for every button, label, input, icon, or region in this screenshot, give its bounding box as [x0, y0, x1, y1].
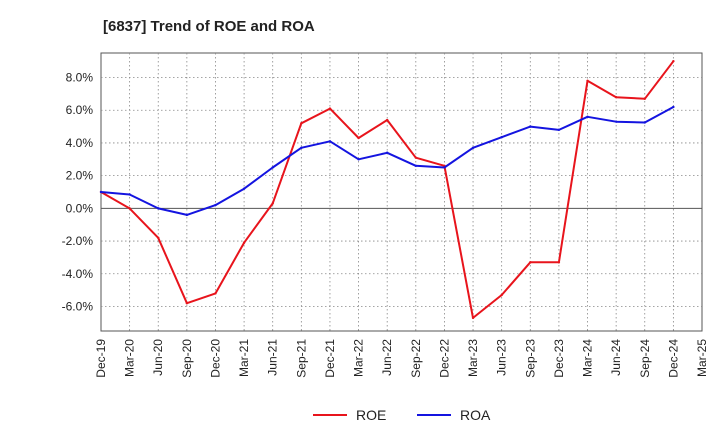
data-point-roe — [672, 59, 675, 63]
x-tick-label: Dec-23 — [552, 339, 566, 378]
data-point-roe — [128, 207, 131, 210]
x-tick-label: Dec-21 — [323, 339, 337, 378]
data-point-roa — [99, 190, 103, 194]
data-point-roa — [385, 151, 389, 154]
data-point-roe — [328, 107, 332, 110]
x-tick-label: Dec-19 — [94, 339, 108, 378]
data-point-roe — [385, 118, 389, 122]
y-tick-label: 0.0% — [66, 201, 94, 215]
x-tick-label: Jun-21 — [266, 339, 280, 376]
x-axis: Dec-19 Mar-20 Jun-20 Sep-20 Dec-20 Mar-21 Jun-… — [94, 339, 709, 378]
data-point-roa — [185, 213, 189, 217]
data-point-roe — [300, 122, 303, 125]
data-point-roa — [328, 140, 332, 143]
data-point-roa — [643, 121, 646, 124]
data-point-roa — [414, 164, 418, 168]
data-point-roa — [157, 207, 160, 210]
data-point-roa — [500, 136, 503, 139]
x-tick-label: Sep-21 — [294, 339, 308, 378]
plot-area — [100, 52, 703, 332]
series-layer — [99, 59, 675, 320]
grid-lines — [101, 53, 702, 331]
x-tick-label: Jun-24 — [609, 339, 623, 376]
y-tick-label: 6.0% — [66, 103, 94, 117]
x-tick-label: Mar-24 — [581, 339, 595, 377]
data-point-roa — [357, 158, 360, 161]
x-tick-label: Mar-23 — [466, 339, 480, 377]
y-tick-label: 8.0% — [66, 71, 94, 85]
legend-label-roe: ROE — [356, 407, 386, 423]
y-axis: -6.0% -4.0% -2.0% 0.0% 2.0% 4.0% 6.0% 8.0% — [62, 71, 94, 314]
data-point-roe — [614, 95, 618, 99]
data-point-roe — [214, 292, 217, 295]
data-point-roa — [242, 187, 246, 190]
legend: ROE ROA — [313, 407, 491, 423]
x-tick-label: Sep-20 — [180, 339, 194, 378]
x-tick-label: Sep-22 — [409, 339, 423, 378]
data-point-roa — [214, 203, 217, 207]
data-point-roa — [586, 115, 589, 118]
data-point-roa — [672, 105, 675, 109]
y-tick-label: -6.0% — [62, 299, 94, 313]
data-point-roe — [529, 261, 532, 264]
data-point-roe — [557, 261, 561, 264]
data-point-roa — [529, 125, 532, 128]
data-point-roa — [128, 193, 131, 196]
data-point-roe — [586, 79, 589, 83]
y-tick-label: -2.0% — [62, 234, 94, 248]
data-point-roe — [157, 236, 160, 239]
data-point-roe — [185, 302, 189, 305]
y-tick-label: 2.0% — [66, 169, 94, 183]
x-tick-label: Jun-22 — [380, 339, 394, 376]
data-point-roe — [271, 202, 274, 205]
legend-label-roa: ROA — [460, 407, 491, 423]
data-point-roa — [614, 120, 618, 123]
x-tick-label: Sep-24 — [638, 339, 652, 378]
data-point-roa — [443, 166, 446, 169]
data-point-roa — [271, 166, 274, 169]
data-point-roe — [414, 156, 418, 159]
y-tick-label: 4.0% — [66, 136, 94, 150]
x-tick-label: Mar-21 — [237, 339, 251, 377]
data-point-roe — [500, 293, 503, 297]
x-tick-label: Jun-23 — [495, 339, 509, 376]
data-point-roa — [471, 146, 475, 150]
data-point-roe — [242, 241, 246, 244]
x-tick-label: Dec-20 — [208, 339, 222, 378]
x-tick-label: Jun-20 — [151, 339, 165, 376]
x-tick-label: Dec-24 — [666, 339, 680, 378]
x-tick-label: Mar-22 — [352, 339, 366, 377]
x-tick-label: Mar-25 — [695, 339, 709, 377]
data-point-roa — [300, 146, 303, 150]
data-point-roe — [357, 136, 360, 140]
x-tick-label: Sep-23 — [523, 339, 537, 378]
x-tick-label: Mar-20 — [123, 339, 137, 377]
y-tick-label: -4.0% — [62, 267, 94, 281]
chart-title: [6837] Trend of ROE and ROA — [103, 18, 315, 35]
data-point-roa — [557, 128, 561, 132]
x-tick-label: Dec-22 — [437, 339, 451, 378]
plot-frame — [100, 52, 703, 332]
data-point-roe — [471, 316, 475, 320]
data-point-roe — [643, 97, 646, 100]
